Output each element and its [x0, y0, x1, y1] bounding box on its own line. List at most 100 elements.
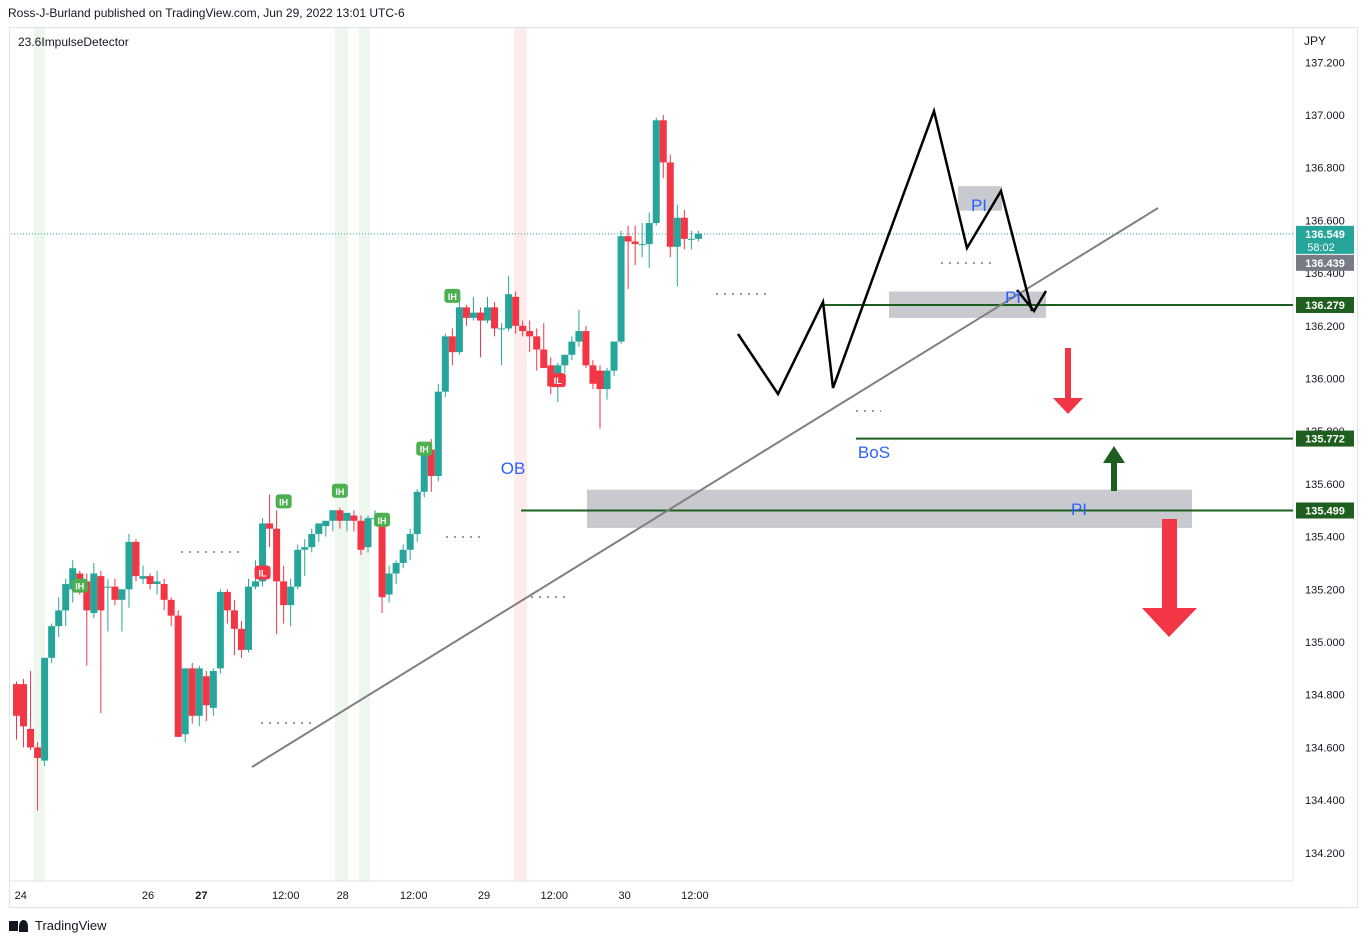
ob-label: OB: [501, 459, 526, 478]
pivot-marker-label: IH: [75, 582, 84, 592]
candle: [476, 307, 484, 358]
candle-body: [195, 668, 203, 716]
candle-body: [568, 341, 576, 355]
candle-body: [153, 581, 161, 585]
candle: [216, 589, 224, 674]
price-axis-label-text: 136.279: [1305, 300, 1345, 312]
x-tick-label: 12:00: [681, 890, 709, 902]
pivot-marker-label: IH: [335, 487, 344, 497]
supply-zone-lower: [587, 489, 1192, 528]
chart-svg[interactable]: IH IL IH IH IH IH IH IL OB BoS PI PI PI 137.200 137.00…: [10, 28, 1357, 907]
candle-body: [230, 610, 238, 629]
x-tick-label: 12:00: [541, 890, 569, 902]
candle-body: [610, 341, 618, 371]
x-tick-label: 12:00: [272, 890, 300, 902]
price-axis-label: [1296, 502, 1354, 519]
x-tick-label: 12:00: [400, 890, 428, 902]
candle: [378, 512, 386, 614]
x-tick-label: 30: [618, 890, 630, 902]
candle: [561, 354, 569, 374]
candle: [666, 154, 674, 258]
indicator-name[interactable]: 23.6ImpulseDetector: [18, 35, 129, 49]
candle-body: [146, 576, 154, 585]
candle-body: [209, 670, 217, 708]
candle: [181, 668, 189, 743]
candle: [266, 494, 274, 548]
candle: [167, 597, 175, 627]
indicator-highlight-band: [514, 28, 527, 881]
candle-body: [301, 547, 309, 550]
candle-body: [139, 576, 147, 579]
candle: [41, 657, 49, 766]
y-tick-label: 137.200: [1305, 57, 1345, 69]
x-tick-label: 27: [195, 890, 207, 902]
candle: [273, 510, 281, 635]
candle-body: [617, 236, 625, 342]
x-tick-label: 29: [478, 890, 490, 902]
candle-body: [406, 533, 414, 550]
candle-body: [533, 336, 541, 350]
candle: [392, 560, 400, 585]
candle-body: [322, 520, 330, 527]
candle: [301, 539, 309, 577]
candle: [469, 296, 477, 321]
price-axis-label: [1296, 430, 1354, 447]
candle-body: [223, 591, 231, 611]
pivot-marker-badge: [374, 512, 391, 527]
candle-body: [434, 391, 442, 476]
candle: [434, 383, 442, 482]
candle-body: [188, 668, 196, 716]
candle-body: [350, 515, 358, 521]
red-arrow-small: [1053, 348, 1083, 414]
candle-body: [118, 589, 126, 600]
y-tick-label: 134.800: [1305, 690, 1345, 702]
y-tick-label: 136.000: [1305, 374, 1345, 386]
candle-body: [202, 676, 210, 706]
candle-body: [167, 599, 175, 616]
candle-body: [652, 120, 660, 224]
candle-body: [399, 549, 407, 563]
candle: [603, 367, 611, 400]
candle-body: [491, 307, 499, 329]
candle-body: [336, 510, 344, 521]
pi-label-middle: PI: [1005, 288, 1021, 307]
chart-pane[interactable]: IH IL IH IH IH IH IH IL OB BoS PI PI PI 137.200 137.00…: [9, 27, 1358, 908]
y-tick-label: 135.600: [1305, 479, 1345, 491]
brand-name: TradingView: [35, 918, 107, 933]
candle: [350, 510, 358, 532]
candle: [610, 341, 618, 376]
candle: [195, 665, 203, 727]
pivot-marker-badge: [444, 288, 461, 303]
candle-body: [13, 684, 20, 716]
candle: [322, 520, 330, 537]
candle-body: [34, 747, 42, 758]
candle-body: [378, 518, 386, 598]
candle: [55, 597, 63, 637]
candle: [448, 328, 456, 366]
pivot-marker-badge: [416, 441, 433, 456]
y-tick-label: 136.400: [1305, 268, 1345, 280]
pi-label-lower: PI: [1071, 500, 1087, 519]
supply-zone-upper: [958, 186, 1002, 211]
candle: [589, 360, 597, 390]
candle-body: [694, 233, 702, 239]
candle: [153, 570, 161, 595]
candle-body: [659, 120, 667, 163]
countdown-label: 58:02: [1307, 242, 1335, 254]
candle: [202, 670, 210, 722]
candle: [188, 663, 196, 724]
candle-body: [62, 584, 70, 611]
candle-body: [259, 523, 267, 582]
candle: [97, 570, 105, 714]
candle-body: [244, 586, 252, 650]
pivot-marker-badge: [275, 494, 292, 509]
candle-body: [687, 238, 695, 240]
footer-brand[interactable]: TradingView: [9, 918, 107, 933]
candle-body: [216, 591, 224, 669]
candle: [237, 620, 245, 658]
candle-body: [413, 491, 421, 534]
pivot-marker-label: IL: [554, 376, 563, 386]
candle-body: [97, 576, 105, 611]
candle-body: [638, 244, 646, 246]
candle: [223, 589, 231, 624]
